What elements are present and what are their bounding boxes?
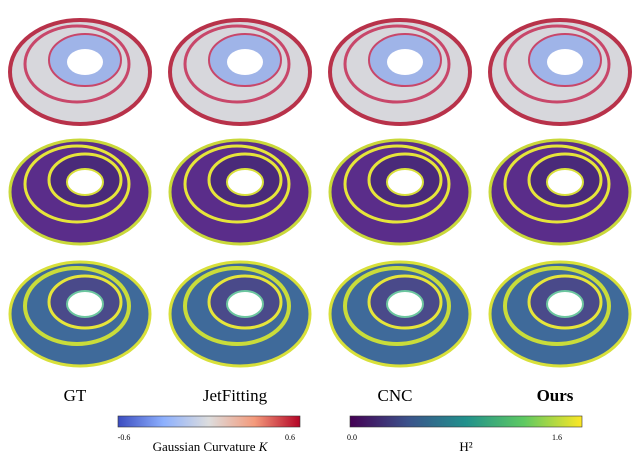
tick-label: 1.6 — [552, 433, 562, 442]
colorbar-h2 — [350, 416, 582, 427]
tick-label: 0.0 — [347, 433, 357, 442]
column-labels: GT JetFitting CNC Ours — [64, 386, 574, 405]
column-label: CNC — [378, 386, 413, 405]
torus-render — [170, 140, 310, 244]
torus-render — [170, 262, 310, 366]
torus-render — [170, 20, 310, 124]
colorbar-label: Gaussian Curvature K — [153, 439, 269, 454]
figure: GT JetFitting CNC Ours -0.6 0.6 Gaussian Cu… — [0, 0, 635, 457]
label-text: Gaussian Curvature — [153, 439, 256, 454]
torus-render — [10, 262, 150, 366]
torus-render — [330, 262, 470, 366]
label-symbol: K — [258, 439, 269, 454]
torus-render — [330, 140, 470, 244]
column-label: GT — [64, 386, 87, 405]
torus-render — [490, 140, 630, 244]
torus-render — [490, 20, 630, 124]
torus-render — [10, 140, 150, 244]
render-grid — [10, 20, 630, 366]
torus-render — [330, 20, 470, 124]
tick-label: -0.6 — [118, 433, 131, 442]
torus-render — [490, 262, 630, 366]
colorbar-k — [118, 416, 300, 427]
tick-label: 0.6 — [285, 433, 295, 442]
colorbar-label: H² — [459, 439, 472, 454]
torus-render — [10, 20, 150, 124]
column-label: JetFitting — [203, 386, 268, 405]
column-label: Ours — [537, 386, 574, 405]
